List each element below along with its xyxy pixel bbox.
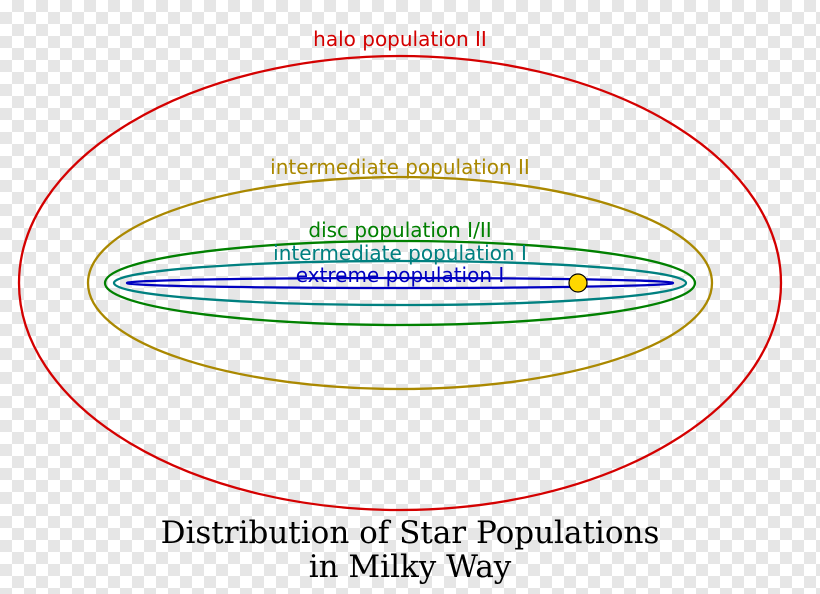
- diagram-svg: [0, 0, 820, 594]
- title-line-2: in Milky Way: [0, 550, 820, 584]
- label-intermediate-i: intermediate population I: [273, 241, 527, 265]
- diagram-title: Distribution of Star Populations in Milk…: [0, 516, 820, 584]
- label-disc: disc population I/II: [308, 218, 491, 242]
- title-line-1: Distribution of Star Populations: [0, 516, 820, 550]
- label-halo: halo population II: [313, 27, 487, 51]
- sun-marker: [569, 274, 587, 292]
- label-intermediate-ii: intermediate population II: [270, 155, 530, 179]
- label-extreme: extreme population I: [296, 263, 505, 287]
